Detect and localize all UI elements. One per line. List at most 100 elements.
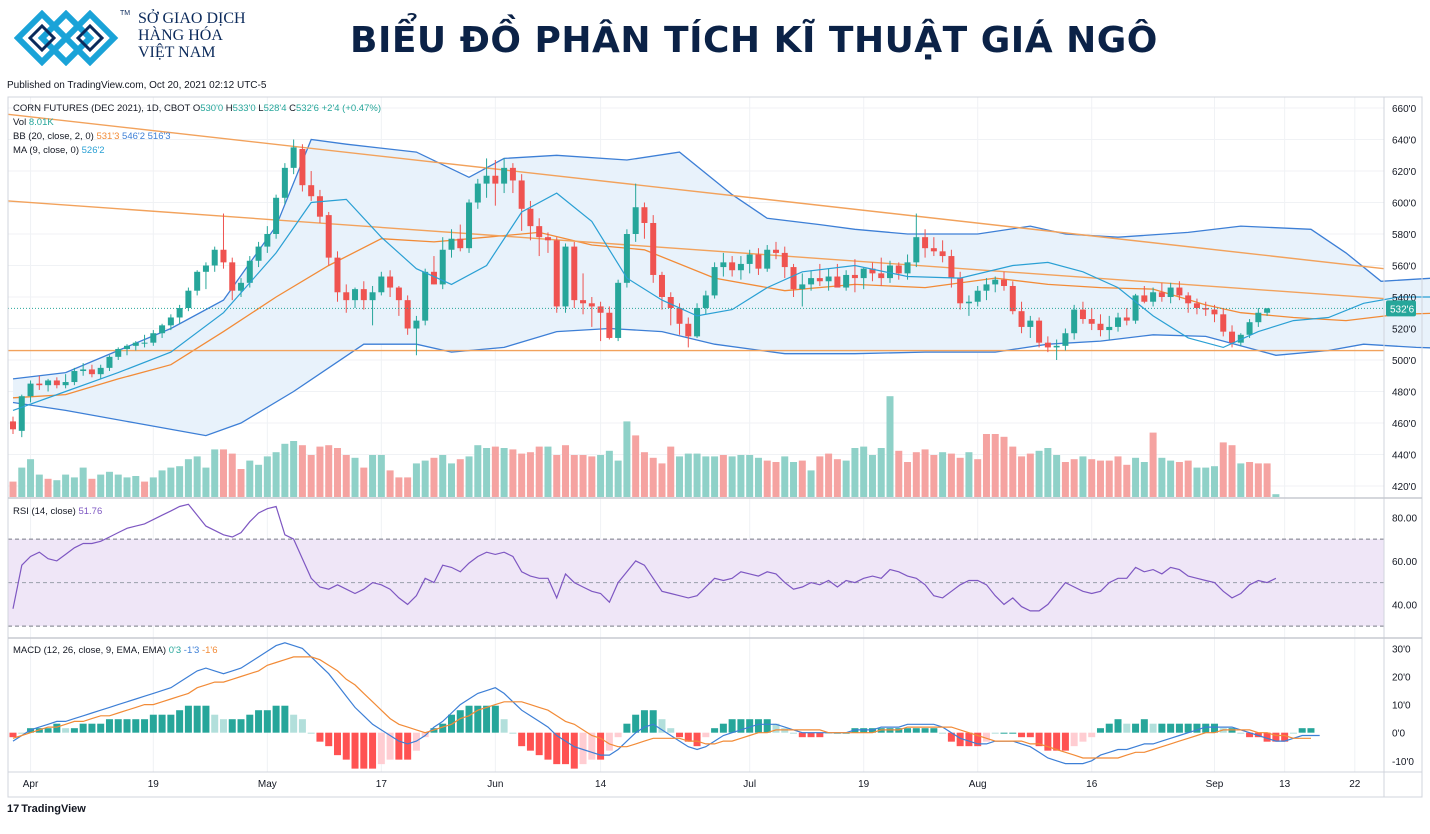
macd-histogram-bar [711,728,719,733]
volume-bar [483,448,491,497]
candle-body [746,254,753,264]
candlesticks[interactable] [10,139,1271,438]
volume-bar [439,455,447,497]
volume-bar [333,448,341,497]
price-tick-label: 640'0 [1392,136,1417,147]
volume-bar [842,460,850,497]
candle-body [395,287,402,301]
macd-histogram-bar [702,732,710,738]
macd-histogram-bar [167,714,175,733]
candle-body [983,284,990,291]
time-tick-label: 22 [1349,779,1361,790]
macd-histogram-bar [88,723,96,733]
volume-legend: Vol 8.01K [13,117,54,128]
volume-bar [70,477,78,497]
volume-bar [412,463,420,497]
macd-histogram-bar [465,705,473,733]
candle-body [1123,317,1130,321]
candle-body [167,317,174,326]
candle-body [544,237,551,241]
time-tick-label: Sep [1206,779,1224,790]
macd-histogram-bar [9,732,17,738]
candle-body [904,262,911,274]
candle-body [97,367,104,375]
macd-tick-label: -10'0 [1392,757,1414,768]
macd-histogram-bar [281,705,289,733]
volume-bar [1219,442,1227,497]
volume-bar [1070,459,1078,497]
volume-bar [851,448,859,497]
brand-line-2: HÀNG HÓA [138,27,223,44]
tradingview-footer[interactable]: 17 TradingView [7,803,86,815]
volume-bar [904,462,912,497]
candle-body [667,297,674,309]
symbol-legend-value: O [193,103,200,114]
volume-bar [386,470,394,497]
candle-body [238,282,245,291]
macd-histogram-bar [947,732,955,742]
volume-bar [272,452,280,497]
volume-bar [307,455,315,497]
candle-body [115,348,122,357]
macd-legend-value: -1'6 [199,645,217,656]
candle-body [334,257,341,293]
macd-histogram-bar [44,728,52,733]
macd-histogram-bar [132,719,140,733]
macd-pane[interactable] [9,642,1320,769]
tradingview-logo-icon: 17 [7,803,20,815]
volume-bar [18,467,26,497]
candle-body [922,237,929,249]
brand-line-1: SỞ GIAO DỊCH [138,10,246,27]
volume-bar [947,453,955,497]
time-tick-label: Apr [23,779,39,790]
symbol-legend-value: H [223,103,233,114]
time-tick-label: 13 [1279,779,1291,790]
macd-tick-label: 10'0 [1392,701,1411,712]
candle-body [229,262,236,291]
macd-histogram-bar [290,714,298,733]
macd-histogram-bar [79,723,87,733]
macd-histogram-bar [693,732,701,747]
volume-bar [9,481,17,497]
candle-body [711,267,718,296]
candle-body [702,295,709,309]
published-note: Published on TradingView.com, Oct 20, 20… [7,80,267,91]
candle-body [825,276,832,282]
candle-body [492,175,499,184]
candle-body [869,268,876,274]
report-header: TM SỞ GIAO DỊCH HÀNG HÓA VIỆT NAM BIỂU Đ… [0,0,1430,78]
candle-body [413,320,420,329]
macd-histogram-bar [1140,719,1148,733]
tradingview-chart[interactable]: 660'0 640'0 620'0 600'0 580'0 560'0 540'0 520'0… [0,0,1430,800]
time-tick-label: May [258,779,277,790]
volume-bar [754,457,762,497]
price-tick-label: 560'0 [1392,262,1417,273]
volume-bar [35,474,43,497]
macd-histogram-bar [360,732,368,769]
symbol-legend-value: 530'0 [200,103,223,114]
rsi-pane[interactable] [8,503,1384,627]
macd-histogram-bar [158,714,166,733]
volume-bar [1210,466,1218,497]
macd-histogram-bar [246,714,254,733]
candle-body [509,167,516,181]
indicator-legends: CORN FUTURES (DEC 2021), 1D, CBOT O530'0… [13,103,381,656]
macd-histogram-bar [544,732,552,760]
candle-body [1246,322,1253,335]
macd-tick-label: 20'0 [1392,673,1411,684]
volume-bar [27,459,35,497]
price-tick-label: 480'0 [1392,387,1417,398]
macd-histogram-bar [342,732,350,760]
volume-bar [640,452,648,497]
volume-bar [1044,448,1052,497]
price-tick-label: 460'0 [1392,419,1417,430]
volume-bar [676,456,684,497]
candle-body [676,308,683,324]
volume-bar [1228,445,1236,497]
volume-bar [255,464,263,497]
volume-bar [342,455,350,497]
macd-histogram-bar [921,728,929,733]
macd-histogram-bar [553,732,561,765]
chart-frame [7,96,1423,798]
symbol-legend-value: 532'6 [296,103,319,114]
